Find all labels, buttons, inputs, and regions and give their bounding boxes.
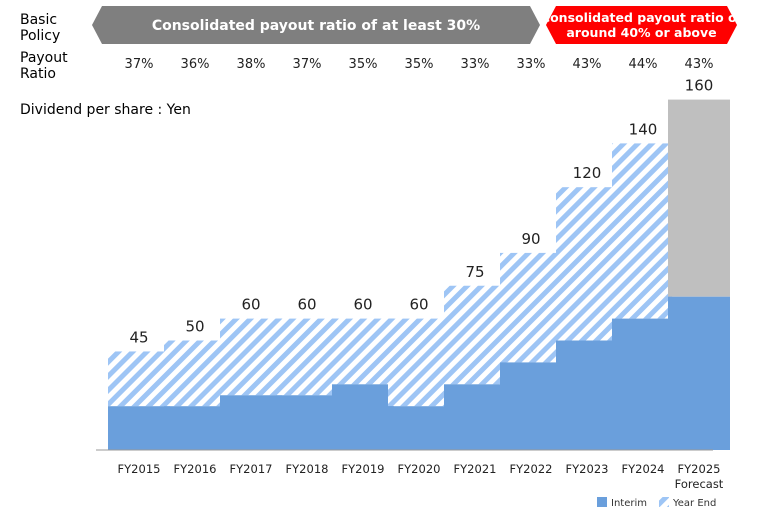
- bar-interim: [164, 406, 226, 450]
- bar-year-end: [444, 285, 506, 385]
- bar-interim: [500, 362, 562, 450]
- bar-year-end: [500, 252, 562, 363]
- payout-ratio-value: 44%: [629, 57, 658, 72]
- policy-arrow: [92, 6, 540, 44]
- x-tick-label: FY2024: [622, 462, 665, 476]
- x-tick-label: FY2015: [118, 462, 161, 476]
- x-tick-label: Forecast: [675, 477, 724, 491]
- bar-year-end: [556, 187, 618, 341]
- total-label: 50: [185, 318, 204, 336]
- total-label: 140: [629, 120, 658, 138]
- payout-ratio-value: 36%: [181, 57, 210, 72]
- bar-year-end: [332, 318, 394, 385]
- basic-policy-label: Basic: [20, 12, 57, 28]
- policy-arrow: [546, 6, 737, 44]
- bar-year-end: [668, 99, 730, 297]
- legend-year-end-swatch: [659, 497, 669, 507]
- x-tick-label: FY2020: [398, 462, 441, 476]
- bar-interim: [444, 384, 506, 450]
- bar-interim: [612, 318, 674, 450]
- bar-interim: [556, 340, 618, 450]
- payout-ratio-value: 35%: [349, 57, 378, 72]
- bar-interim: [388, 406, 450, 450]
- total-label: 45: [129, 328, 148, 346]
- bar-year-end: [164, 340, 226, 407]
- dividend-axis-label: Dividend per share : Yen: [20, 102, 191, 118]
- payout-ratio-value: 38%: [237, 57, 266, 72]
- legend-interim-swatch: [597, 497, 607, 507]
- bar-year-end: [220, 318, 282, 396]
- payout-ratio-value: 35%: [405, 57, 434, 72]
- bar-interim: [220, 395, 282, 450]
- total-label: 90: [521, 230, 540, 248]
- total-label: 120: [573, 164, 602, 182]
- bar-interim: [668, 296, 730, 450]
- bar-interim: [108, 406, 170, 450]
- policy-text: Consolidated payout ratio of: [541, 10, 743, 25]
- payout-ratio-value: 37%: [125, 57, 154, 72]
- legend-year-end-label: Year End: [672, 498, 716, 509]
- bar-year-end: [388, 318, 450, 407]
- total-label: 60: [297, 296, 316, 314]
- bar-interim: [276, 395, 338, 450]
- legend-interim-label: Interim: [611, 498, 647, 509]
- x-tick-label: FY2023: [566, 462, 609, 476]
- x-tick-label: FY2022: [510, 462, 553, 476]
- total-label: 60: [353, 296, 372, 314]
- bar-year-end: [276, 318, 338, 396]
- payout-ratio-value: 37%: [293, 57, 322, 72]
- bar-interim: [332, 384, 394, 450]
- payout-ratio-label: Ratio: [20, 66, 56, 82]
- payout-ratio-label: Payout: [20, 50, 68, 66]
- payout-ratio-value: 33%: [461, 57, 490, 72]
- x-tick-label: FY2018: [286, 462, 329, 476]
- basic-policy-label: Policy: [20, 28, 60, 44]
- total-label: 60: [241, 296, 260, 314]
- total-label: 60: [409, 296, 428, 314]
- total-label: 160: [685, 77, 714, 95]
- x-tick-label: FY2025: [678, 462, 721, 476]
- payout-ratio-value: 33%: [517, 57, 546, 72]
- bar-year-end: [108, 351, 170, 407]
- policy-text: Consolidated payout ratio of at least 30…: [152, 18, 480, 34]
- bar-year-end: [612, 143, 674, 319]
- x-tick-label: FY2019: [342, 462, 385, 476]
- policy-text: around 40% or above: [566, 25, 716, 40]
- x-tick-label: FY2016: [174, 462, 217, 476]
- payout-ratio-value: 43%: [685, 57, 714, 72]
- x-tick-label: FY2021: [454, 462, 497, 476]
- x-tick-label: FY2017: [230, 462, 273, 476]
- total-label: 75: [465, 263, 484, 281]
- payout-ratio-value: 43%: [573, 57, 602, 72]
